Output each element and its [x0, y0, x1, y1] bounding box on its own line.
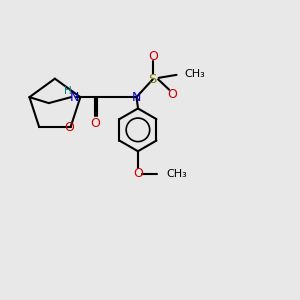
Text: O: O	[167, 88, 177, 101]
Text: O: O	[64, 121, 74, 134]
Text: O: O	[90, 116, 100, 130]
Text: H: H	[64, 85, 71, 96]
Text: S: S	[148, 73, 157, 86]
Text: N: N	[132, 91, 141, 104]
Text: CH₃: CH₃	[184, 69, 205, 79]
Text: O: O	[148, 50, 158, 63]
Text: CH₃: CH₃	[166, 169, 187, 178]
Text: N: N	[69, 91, 79, 104]
Text: O: O	[133, 167, 143, 180]
